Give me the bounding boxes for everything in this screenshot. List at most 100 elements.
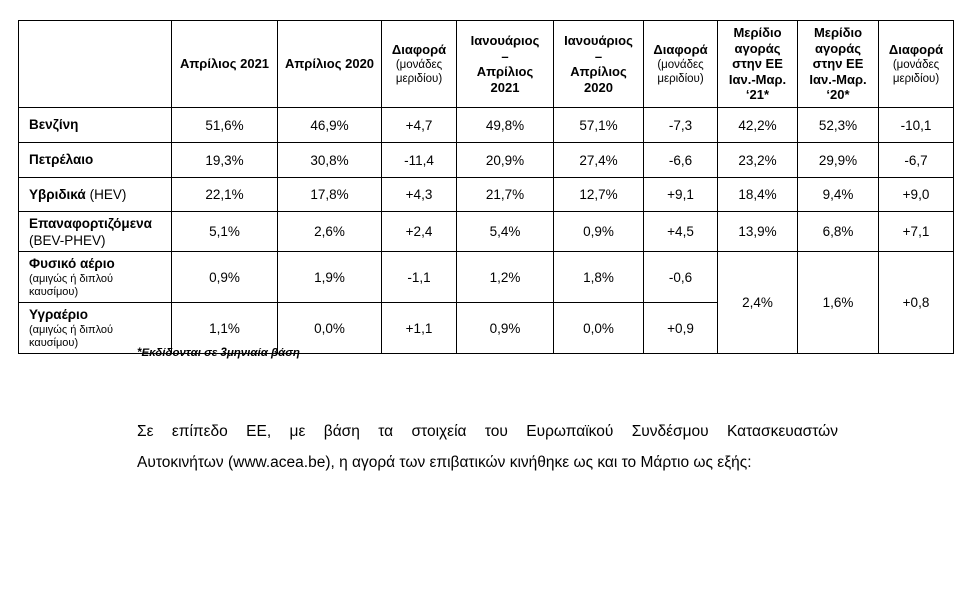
table-cell: 13,9% — [717, 211, 798, 252]
table-row-diesel: Πετρέλαιο 19,3% 30,8% -11,4 20,9% 27,4% … — [18, 142, 954, 178]
table-cell: 5,4% — [456, 211, 554, 252]
col-header-subtext: (μονάδες μεριδίου) — [657, 58, 704, 85]
col-header-subtext: (μονάδες μεριδίου) — [892, 58, 940, 85]
table-cell: +2,4 — [381, 211, 457, 252]
row-label: Βενζίνη — [29, 117, 79, 132]
table-cell: 1,9% — [277, 251, 382, 303]
col-header-diff-april: Διαφορά (μονάδες μεριδίου) — [381, 20, 457, 108]
table-cell: -11,4 — [381, 142, 457, 178]
table-cell: 1,8% — [553, 251, 644, 303]
table-row-hybrid: Υβριδικά (HEV) 22,1% 17,8% +4,3 21,7% 12,… — [18, 177, 954, 212]
table-cell: 18,4% — [717, 177, 798, 212]
table-footnote: *Εκδίδονται σε 3μηνιαία βάση — [137, 347, 300, 359]
table-cell: 19,3% — [171, 142, 278, 178]
merged-cell-eu-diff: +0,8 — [878, 251, 954, 354]
row-label-cell: Φυσικό αέριο (αμιγώς ή διπλού καυσίμου) — [18, 251, 172, 303]
row-label-cell: Επαναφορτιζόμενα (BEV-PHEV) — [18, 211, 172, 252]
table-cell: +7,1 — [878, 211, 954, 252]
table-cell: +9,0 — [878, 177, 954, 212]
table-cell: 0,9% — [456, 302, 554, 354]
table-cell: -6,6 — [643, 142, 718, 178]
table-cell: 22,1% — [171, 177, 278, 212]
merged-cell-eu-share-20: 1,6% — [797, 251, 879, 354]
table-cell: 0,0% — [277, 302, 382, 354]
paragraph-line-1: Σε επίπεδο ΕΕ, με βάση τα στοιχεία του Ε… — [137, 423, 838, 440]
col-header-text: Μερίδιο αγοράς στην ΕΕ Ιαν.-Μαρ. ‘20* — [809, 25, 867, 103]
row-label-cell: Βενζίνη — [18, 107, 172, 143]
table-cell: -6,7 — [878, 142, 954, 178]
table-row-gasoline: Βενζίνη 51,6% 46,9% +4,7 49,8% 57,1% -7,… — [18, 107, 954, 143]
row-label-subtext: (αμιγώς ή διπλού καυσίμου) — [29, 324, 114, 349]
table-cell: 12,7% — [553, 177, 644, 212]
table-cell: +9,1 — [643, 177, 718, 212]
table-cell: 57,1% — [553, 107, 644, 143]
table-cell: -0,6 — [643, 251, 718, 303]
row-label-subtext: (αμιγώς ή διπλού καυσίμου) — [29, 273, 114, 298]
col-header-diff-eu: Διαφορά (μονάδες μεριδίου) — [878, 20, 954, 108]
table-cell: 17,8% — [277, 177, 382, 212]
col-header-text: Απρίλιος 2020 — [284, 56, 375, 72]
table-cell: +4,7 — [381, 107, 457, 143]
table-row-natural-gas: Φυσικό αέριο (αμιγώς ή διπλού καυσίμου) 0… — [18, 251, 954, 354]
table-cell: 29,9% — [797, 142, 879, 178]
table-cell: 5,1% — [171, 211, 278, 252]
row-label: Επαναφορτιζόμενα — [29, 216, 152, 231]
col-header-text: Ιανουάριος – Απρίλιος 2020 — [564, 33, 633, 95]
row-label: Υγραέριο — [29, 307, 89, 322]
col-header-subtext: (μονάδες μεριδίου) — [395, 58, 443, 85]
row-label: Φυσικό αέριο — [29, 256, 115, 271]
table-cell: 46,9% — [277, 107, 382, 143]
table-cell: 52,3% — [797, 107, 879, 143]
col-header-april-2020: Απρίλιος 2020 — [277, 20, 382, 108]
table-cell: 42,2% — [717, 107, 798, 143]
row-label-cell: Πετρέλαιο — [18, 142, 172, 178]
col-header-april-2021: Απρίλιος 2021 — [171, 20, 278, 108]
table-cell: 23,2% — [717, 142, 798, 178]
table-cell: +1,1 — [381, 302, 457, 354]
col-header-eu-share-21: Μερίδιο αγοράς στην ΕΕ Ιαν.-Μαρ. ‘21* — [717, 20, 798, 108]
table-row-lpg: Υγραέριο (αμιγώς ή διπλού καυσίμου) 1,1% … — [18, 302, 954, 354]
table-cell: 27,4% — [553, 142, 644, 178]
table-cell: 1,2% — [456, 251, 554, 303]
col-header-jan-april-2021: Ιανουάριος – Απρίλιος 2021 — [456, 20, 554, 108]
table-cell: 1,1% — [171, 302, 278, 354]
table-cell: 30,8% — [277, 142, 382, 178]
body-paragraph: Σε επίπεδο ΕΕ, με βάση τα στοιχεία του Ε… — [137, 416, 838, 478]
table-cell: -7,3 — [643, 107, 718, 143]
col-header-text: Διαφορά — [391, 42, 447, 58]
table-cell: 49,8% — [456, 107, 554, 143]
table-cell: +0,9 — [643, 302, 718, 354]
row-label: Υβριδικά — [29, 186, 86, 202]
fuel-market-share-table: Απρίλιος 2021 Απρίλιος 2020 Διαφορά (μονά… — [18, 20, 954, 354]
table-header-row: Απρίλιος 2021 Απρίλιος 2020 Διαφορά (μονά… — [18, 20, 954, 108]
table-cell: 51,6% — [171, 107, 278, 143]
merged-cell-eu-share-21: 2,4% — [717, 251, 798, 354]
table-cell: +4,5 — [643, 211, 718, 252]
col-header-jan-april-2020: Ιανουάριος – Απρίλιος 2020 — [553, 20, 644, 108]
col-header-text: Διαφορά — [888, 42, 944, 58]
col-header-diff-jan-april: Διαφορά (μονάδες μεριδίου) — [643, 20, 718, 108]
table-cell: 0,9% — [171, 251, 278, 303]
table-cell: 9,4% — [797, 177, 879, 212]
col-header-text: Διαφορά — [653, 42, 708, 58]
table-cell: +4,3 — [381, 177, 457, 212]
table-cell: -10,1 — [878, 107, 954, 143]
row-label-suffix: (HEV) — [89, 186, 127, 202]
table-cell: 0,9% — [553, 211, 644, 252]
col-header-text: Ιανουάριος – Απρίλιος 2021 — [470, 33, 540, 95]
col-header-text: Μερίδιο αγοράς στην ΕΕ Ιαν.-Μαρ. ‘21* — [728, 25, 787, 103]
paragraph-line-2: Αυτοκινήτων (www.acea.be), η αγορά των ε… — [137, 454, 752, 471]
corner-empty-cell — [18, 20, 172, 108]
row-label-cell: Υγραέριο (αμιγώς ή διπλού καυσίμου) — [18, 302, 172, 354]
table-cell: 6,8% — [797, 211, 879, 252]
row-label-subtext: (BEV-PHEV) — [29, 233, 106, 248]
col-header-text: Απρίλιος 2021 — [179, 56, 270, 72]
table-row-rechargeable: Επαναφορτιζόμενα (BEV-PHEV) 5,1% 2,6% +2,… — [18, 211, 954, 252]
table-cell: -1,1 — [381, 251, 457, 303]
table-cell: 2,6% — [277, 211, 382, 252]
table-cell: 21,7% — [456, 177, 554, 212]
row-label-cell: Υβριδικά (HEV) — [18, 177, 172, 212]
table-cell: 20,9% — [456, 142, 554, 178]
row-label: Πετρέλαιο — [29, 152, 94, 167]
